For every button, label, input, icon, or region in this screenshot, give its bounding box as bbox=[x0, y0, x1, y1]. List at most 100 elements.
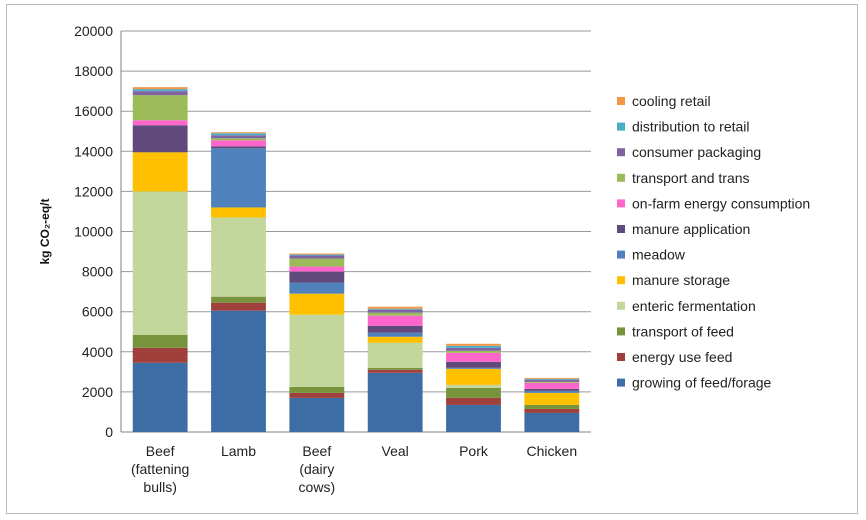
legend-label: on-farm energy consumption bbox=[632, 195, 810, 211]
legend-swatch bbox=[617, 301, 625, 310]
y-tick-label: 14000 bbox=[74, 143, 113, 159]
y-tick-label: 16000 bbox=[74, 103, 113, 119]
bar-segment bbox=[289, 397, 345, 432]
bar-segment bbox=[367, 336, 423, 343]
y-tick-label: 4000 bbox=[82, 344, 113, 360]
bar-segment bbox=[132, 95, 188, 121]
bar-segment bbox=[132, 334, 188, 348]
x-category-label: Beef (fattening bulls) bbox=[131, 443, 189, 495]
x-category-label-line: (dairy bbox=[299, 461, 334, 477]
bar-segment bbox=[367, 369, 423, 373]
bar-segment bbox=[132, 91, 188, 96]
y-tick-label: 12000 bbox=[74, 183, 113, 199]
bar-segment bbox=[132, 191, 188, 335]
y-tick-label: 2000 bbox=[82, 384, 113, 400]
y-axis-label: kg CO₂-eq/t bbox=[38, 198, 52, 264]
legend-swatch bbox=[617, 122, 625, 131]
y-tick-label: 8000 bbox=[82, 264, 113, 280]
bar-segment bbox=[132, 125, 188, 153]
legend-label: energy use feed bbox=[632, 349, 732, 365]
bar-segment bbox=[367, 308, 423, 310]
bar-segment bbox=[211, 138, 266, 141]
bar-segment bbox=[132, 120, 188, 126]
bar-segment bbox=[211, 133, 266, 136]
bar-segment bbox=[132, 87, 188, 90]
legend-label: transport of feed bbox=[632, 323, 734, 339]
legend-swatch bbox=[617, 225, 625, 233]
bar-segment bbox=[289, 266, 345, 272]
x-category-label-line: Beef bbox=[146, 443, 175, 459]
x-category-label-line: Lamb bbox=[221, 443, 256, 459]
x-category-label-line: Chicken bbox=[527, 443, 578, 459]
bar-segment bbox=[524, 379, 580, 382]
bar-segment bbox=[446, 397, 501, 405]
bar-segment bbox=[211, 135, 266, 139]
legend-swatch bbox=[617, 173, 625, 182]
x-category-label: Pork bbox=[459, 443, 489, 459]
bar-segment bbox=[446, 404, 501, 432]
bar-segment bbox=[132, 347, 188, 363]
bar-segment bbox=[524, 408, 580, 413]
bar-segment bbox=[446, 384, 501, 388]
legend-label: growing of feed/forage bbox=[632, 375, 772, 391]
chart-frame: 0 2000 4000 6000 8000 10000 12000 14000 16000 180… bbox=[6, 4, 858, 514]
bar-segment bbox=[446, 347, 501, 351]
legend-label: enteric fermentation bbox=[632, 298, 756, 314]
bar-segment bbox=[289, 293, 345, 315]
legend-swatch bbox=[617, 276, 625, 285]
bar-segment bbox=[524, 390, 580, 393]
bar-segment bbox=[289, 258, 345, 267]
bar-segment bbox=[211, 148, 266, 208]
y-tick-label: 0 bbox=[105, 424, 113, 440]
bar-segment bbox=[132, 362, 188, 432]
bar-segment bbox=[132, 89, 188, 92]
bar-segment bbox=[367, 315, 423, 326]
bar-segment bbox=[367, 367, 423, 370]
bar-segment bbox=[446, 343, 501, 346]
x-category-label-line: Pork bbox=[459, 443, 489, 459]
bar-segment bbox=[289, 392, 345, 398]
bar-segment bbox=[524, 392, 580, 405]
bar-segment bbox=[524, 378, 580, 380]
bar-segment bbox=[211, 310, 266, 432]
bar-segment bbox=[524, 381, 580, 383]
legend-swatch bbox=[617, 353, 625, 361]
bar-segment bbox=[132, 152, 188, 192]
bar-segment bbox=[367, 306, 423, 309]
y-tick-label: 10000 bbox=[74, 224, 113, 240]
bar-segment bbox=[524, 377, 580, 379]
bar-segment bbox=[289, 255, 345, 259]
legend-label: distribution to retail bbox=[632, 119, 750, 135]
x-category-label-line: Beef bbox=[302, 443, 331, 459]
bar-segment bbox=[367, 342, 423, 368]
bar-segment bbox=[524, 382, 580, 389]
legend-label: manure storage bbox=[632, 272, 730, 288]
legend-label: consumer packaging bbox=[632, 144, 761, 160]
y-tick-label: 20000 bbox=[74, 23, 113, 39]
bar-segment bbox=[524, 404, 580, 409]
x-category-label-line: cows) bbox=[299, 479, 336, 495]
x-category-label: Lamb bbox=[221, 443, 256, 459]
stacked-bar-chart: 0 2000 4000 6000 8000 10000 12000 14000 16000 180… bbox=[38, 23, 810, 495]
bar-segment bbox=[367, 312, 423, 316]
bar-segment bbox=[289, 271, 345, 283]
bar-segment bbox=[446, 361, 501, 368]
bar-segment bbox=[446, 350, 501, 353]
bar-segment bbox=[446, 367, 501, 369]
bar-segment bbox=[211, 217, 266, 297]
legend-swatch bbox=[617, 148, 625, 157]
x-category-label: Veal bbox=[382, 443, 409, 459]
bar-segment bbox=[446, 368, 501, 385]
legend-swatch bbox=[617, 199, 625, 208]
bar-segment bbox=[367, 309, 423, 313]
bar-segment bbox=[289, 386, 345, 393]
x-category-label-line: (fattening bbox=[131, 461, 189, 477]
bar-segment bbox=[524, 412, 580, 432]
bar-segment bbox=[211, 302, 266, 311]
bar-segment bbox=[211, 207, 266, 218]
bar-segment bbox=[367, 332, 423, 337]
x-category-label: Beef (dairy cows) bbox=[299, 443, 336, 495]
y-tick-label: 6000 bbox=[82, 304, 113, 320]
y-tick-label: 18000 bbox=[74, 63, 113, 79]
legend-swatch bbox=[617, 97, 625, 105]
